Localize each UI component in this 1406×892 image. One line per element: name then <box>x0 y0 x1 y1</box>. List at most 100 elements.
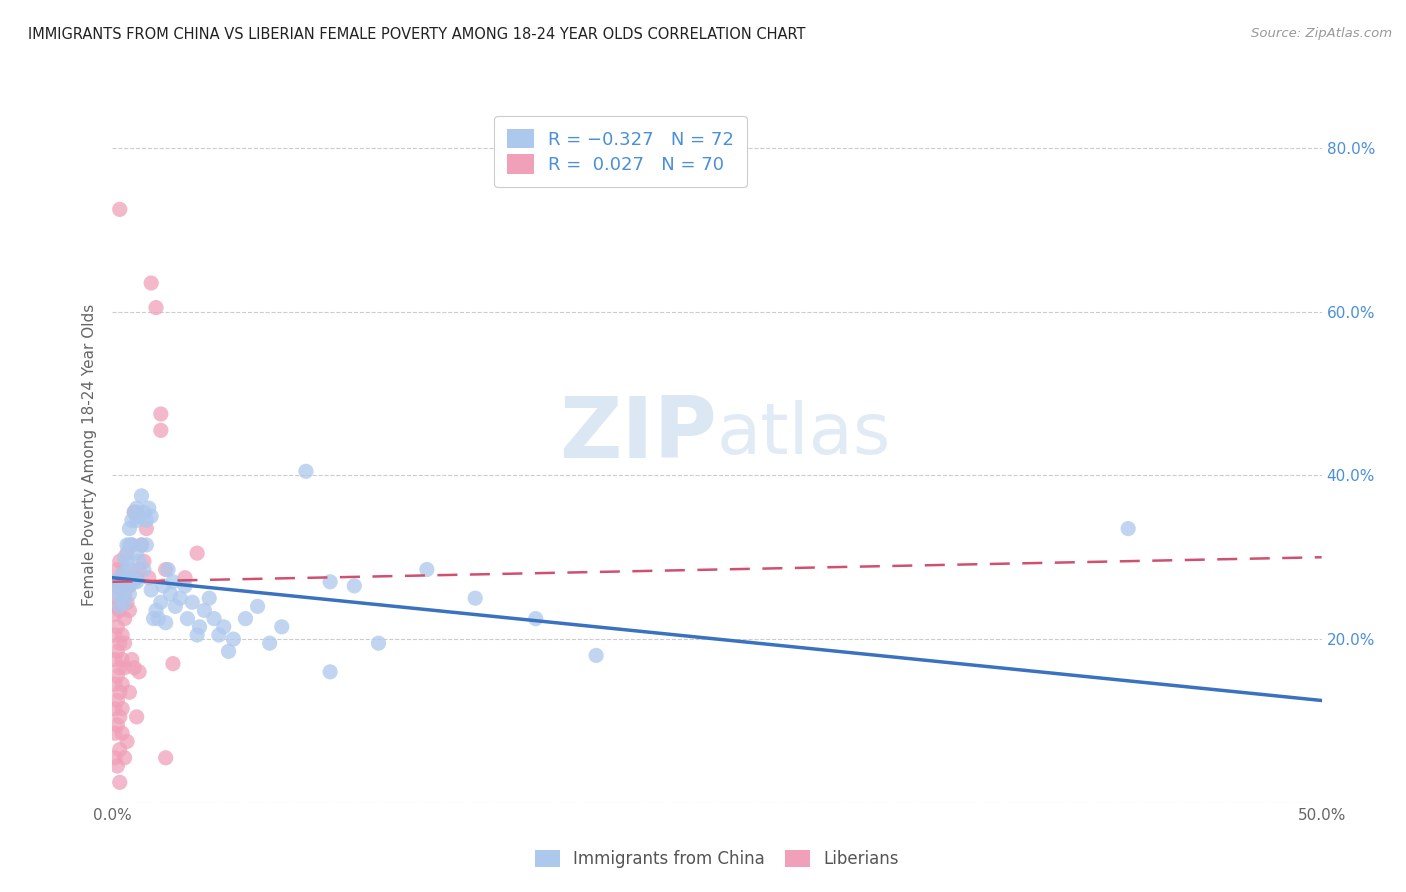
Point <box>111 587 134 601</box>
Point <box>186 628 208 642</box>
Point <box>464 591 486 606</box>
Point <box>128 562 150 576</box>
Point <box>131 538 153 552</box>
Point <box>218 644 240 658</box>
Point <box>108 599 131 614</box>
Point <box>125 513 148 527</box>
Point <box>114 612 136 626</box>
Point <box>114 661 136 675</box>
Point <box>115 554 138 568</box>
Point <box>105 562 128 576</box>
Point <box>149 423 172 437</box>
Point <box>114 587 136 601</box>
Point <box>104 751 127 765</box>
Point <box>118 587 141 601</box>
Point <box>105 599 128 614</box>
Y-axis label: Female Poverty Among 18-24 Year Olds: Female Poverty Among 18-24 Year Olds <box>82 304 97 606</box>
Point <box>132 562 155 576</box>
Point <box>115 595 138 609</box>
Text: ZIP: ZIP <box>560 392 717 475</box>
Point <box>114 595 136 609</box>
Point <box>115 571 138 585</box>
Point <box>128 665 150 679</box>
Point <box>135 538 157 552</box>
Point <box>295 464 318 478</box>
Point <box>246 599 269 614</box>
Point <box>174 571 197 585</box>
Point <box>111 566 134 581</box>
Point <box>132 554 155 568</box>
Text: Source: ZipAtlas.com: Source: ZipAtlas.com <box>1251 27 1392 40</box>
Point <box>132 505 155 519</box>
Point <box>108 742 131 756</box>
Point <box>115 579 138 593</box>
Point <box>111 652 134 666</box>
Point <box>108 710 131 724</box>
Point <box>259 636 281 650</box>
Point <box>125 571 148 585</box>
Point <box>108 636 131 650</box>
Point <box>343 579 366 593</box>
Point <box>157 562 180 576</box>
Point <box>222 632 245 646</box>
Point <box>114 571 136 585</box>
Point <box>105 718 128 732</box>
Point <box>121 513 143 527</box>
Point <box>186 546 208 560</box>
Point <box>125 574 148 589</box>
Point <box>128 554 150 568</box>
Point <box>155 751 177 765</box>
Point <box>145 603 167 617</box>
Point <box>141 276 163 290</box>
Point <box>270 620 292 634</box>
Point <box>118 685 141 699</box>
Point <box>118 522 141 536</box>
Point <box>319 665 342 679</box>
Point <box>108 775 131 789</box>
Point <box>149 407 172 421</box>
Point <box>585 648 607 663</box>
Point <box>162 574 184 589</box>
Point <box>108 603 131 617</box>
Point <box>114 562 136 576</box>
Point <box>104 574 127 589</box>
Point <box>416 562 439 576</box>
Point <box>181 595 204 609</box>
Point <box>105 759 128 773</box>
Point <box>131 489 153 503</box>
Point <box>118 562 141 576</box>
Point <box>122 661 145 675</box>
Point <box>524 612 547 626</box>
Text: IMMIGRANTS FROM CHINA VS LIBERIAN FEMALE POVERTY AMONG 18-24 YEAR OLDS CORRELATI: IMMIGRANTS FROM CHINA VS LIBERIAN FEMALE… <box>28 27 806 42</box>
Point <box>111 595 134 609</box>
Point <box>155 615 177 630</box>
Point <box>104 591 127 606</box>
Point <box>148 612 170 626</box>
Point <box>193 603 215 617</box>
Point <box>105 579 128 593</box>
Point <box>165 599 187 614</box>
Point <box>188 620 211 634</box>
Point <box>125 501 148 516</box>
Point <box>108 554 131 568</box>
Point <box>135 522 157 536</box>
Point <box>145 301 167 315</box>
Point <box>121 652 143 666</box>
Point <box>128 509 150 524</box>
Point <box>122 574 145 589</box>
Point <box>108 579 131 593</box>
Text: atlas: atlas <box>717 400 891 468</box>
Point <box>235 612 257 626</box>
Point <box>212 620 235 634</box>
Point <box>131 538 153 552</box>
Point <box>104 628 127 642</box>
Point <box>105 693 128 707</box>
Point <box>141 509 163 524</box>
Point <box>108 579 131 593</box>
Point <box>111 726 134 740</box>
Point <box>174 579 197 593</box>
Point <box>118 603 141 617</box>
Point <box>202 612 225 626</box>
Point <box>111 628 134 642</box>
Point <box>319 574 342 589</box>
